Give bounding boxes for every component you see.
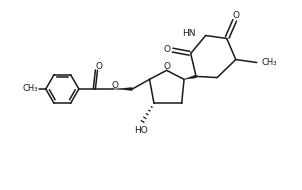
- Text: CH₃: CH₃: [262, 58, 277, 67]
- Text: HN: HN: [183, 28, 196, 38]
- Polygon shape: [114, 88, 132, 90]
- Text: HO: HO: [134, 126, 148, 135]
- Text: O: O: [232, 10, 239, 20]
- Polygon shape: [184, 75, 196, 79]
- Text: O: O: [164, 62, 171, 71]
- Text: CH₃: CH₃: [22, 85, 38, 93]
- Text: O: O: [111, 81, 118, 89]
- Text: O: O: [95, 62, 102, 71]
- Text: O: O: [164, 45, 171, 54]
